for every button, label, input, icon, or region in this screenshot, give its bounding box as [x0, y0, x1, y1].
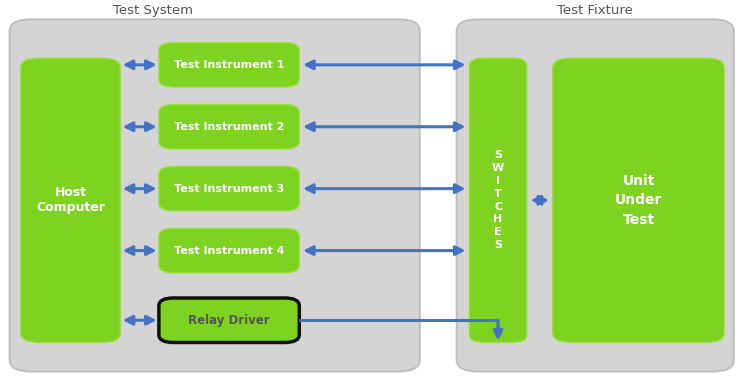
Text: S
W
I
T
C
H
E
S: S W I T C H E S — [492, 151, 504, 250]
Text: Test System: Test System — [113, 4, 193, 17]
Text: Test Instrument 3: Test Instrument 3 — [174, 184, 285, 194]
FancyBboxPatch shape — [457, 19, 734, 372]
Text: Test Instrument 4: Test Instrument 4 — [174, 246, 285, 255]
FancyBboxPatch shape — [553, 58, 724, 342]
Text: Host
Computer: Host Computer — [36, 186, 105, 214]
Text: Test Fixture: Test Fixture — [557, 4, 633, 17]
Text: Test Instrument 2: Test Instrument 2 — [174, 122, 285, 132]
FancyBboxPatch shape — [159, 228, 299, 273]
FancyBboxPatch shape — [21, 58, 120, 342]
FancyBboxPatch shape — [469, 58, 527, 342]
Text: Test Instrument 1: Test Instrument 1 — [174, 60, 285, 70]
FancyBboxPatch shape — [10, 19, 420, 372]
FancyBboxPatch shape — [159, 104, 299, 149]
Text: Unit
Under
Test: Unit Under Test — [615, 174, 662, 227]
Text: Relay Driver: Relay Driver — [188, 314, 270, 327]
FancyBboxPatch shape — [159, 166, 299, 211]
FancyBboxPatch shape — [159, 298, 299, 342]
FancyBboxPatch shape — [159, 43, 299, 87]
